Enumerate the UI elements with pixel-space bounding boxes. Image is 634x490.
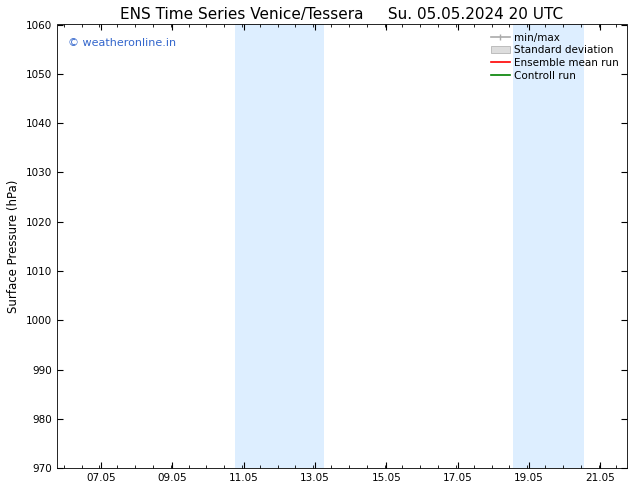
Y-axis label: Surface Pressure (hPa): Surface Pressure (hPa)	[7, 180, 20, 313]
Text: © weatheronline.in: © weatheronline.in	[68, 38, 176, 48]
Bar	[235, 24, 324, 468]
Bar	[513, 24, 585, 468]
Title: ENS Time Series Venice/Tessera     Su. 05.05.2024 20 UTC: ENS Time Series Venice/Tessera Su. 05.05…	[120, 7, 564, 22]
Legend: min/max, Standard deviation, Ensemble mean run, Controll run: min/max, Standard deviation, Ensemble me…	[488, 30, 622, 84]
